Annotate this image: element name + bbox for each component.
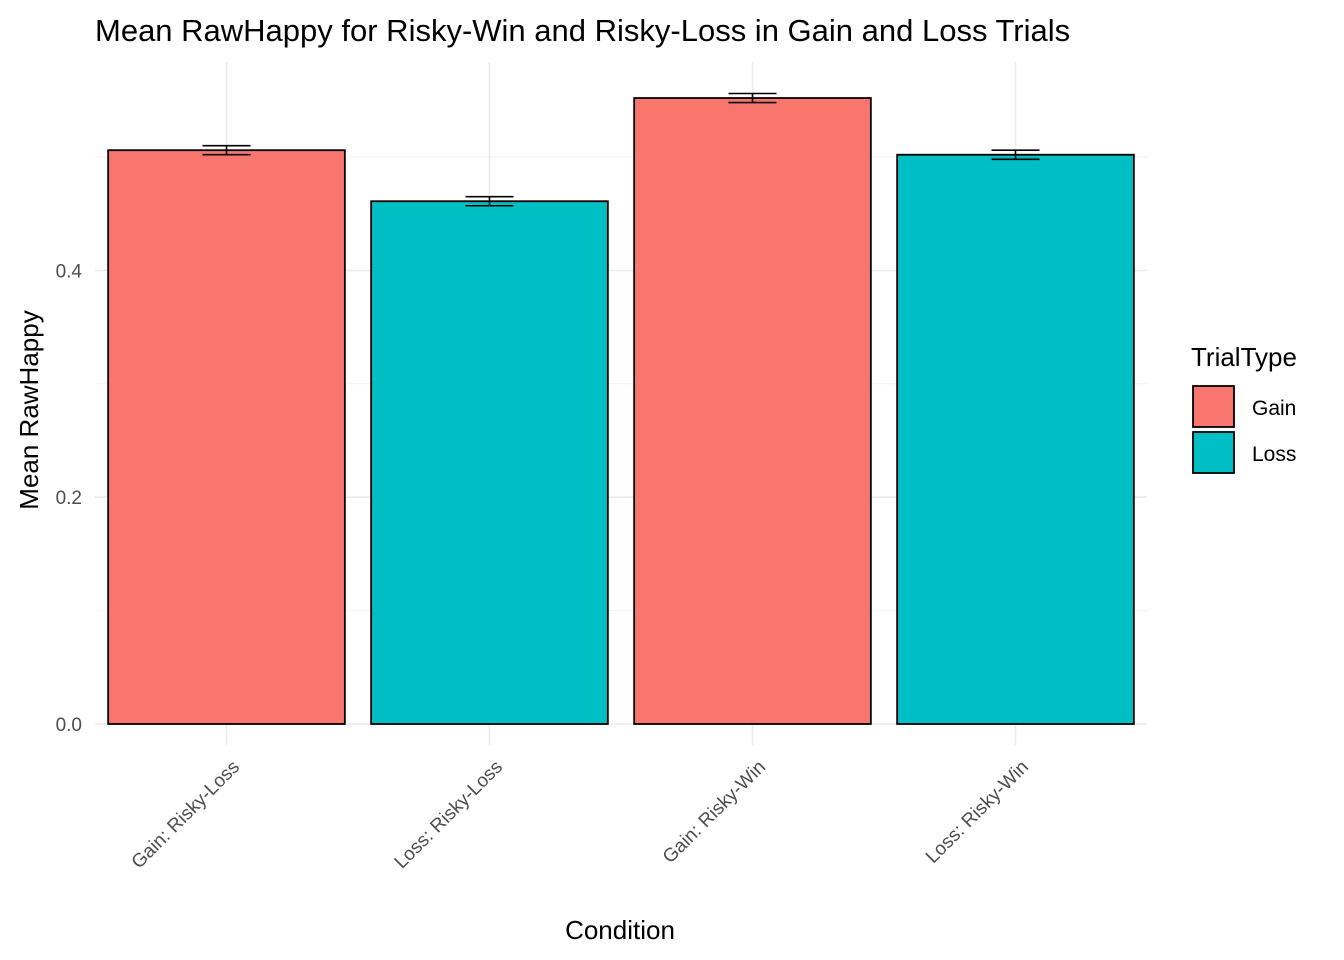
y-tick-label: 0.0 (56, 715, 82, 736)
legend-label-gain: Gain (1252, 397, 1296, 420)
x-tick-label: Loss: Risky-Win (922, 757, 1033, 868)
legend-key-loss (1192, 431, 1235, 474)
y-axis-ticks: 0.0 0.2 0.4 (56, 261, 83, 736)
x-tick-label: Gain: Risky-Win (659, 757, 770, 868)
legend-label-loss: Loss (1252, 443, 1296, 466)
x-tick-label: Loss: Risky-Loss (391, 757, 507, 873)
y-axis-title: Mean RawHappy (14, 310, 44, 509)
legend-key-gain (1192, 385, 1235, 428)
chart-title: Mean RawHappy for Risky-Win and Risky-Lo… (95, 13, 1070, 48)
y-tick-label: 0.4 (56, 261, 83, 282)
bars (107, 97, 1135, 725)
error-bars (202, 92, 1040, 207)
bar (370, 200, 609, 725)
bar (107, 149, 346, 725)
x-axis-title: Condition (565, 915, 675, 945)
x-tick-label: Gain: Risky-Loss (128, 757, 244, 873)
x-axis-ticks: Gain: Risky-Loss Loss: Risky-Loss Gain: Ri… (128, 757, 1033, 873)
bar (633, 97, 872, 725)
y-tick-label: 0.2 (56, 488, 82, 509)
bar (896, 153, 1135, 725)
legend: TrialType Gain Loss (1191, 342, 1297, 474)
legend-title: TrialType (1191, 342, 1297, 372)
